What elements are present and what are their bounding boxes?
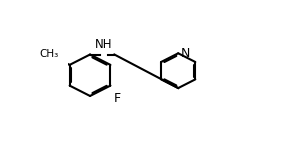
Text: CH₃: CH₃	[40, 49, 59, 59]
Text: N: N	[181, 47, 191, 60]
Text: NH: NH	[95, 38, 113, 52]
Text: F: F	[113, 92, 121, 105]
